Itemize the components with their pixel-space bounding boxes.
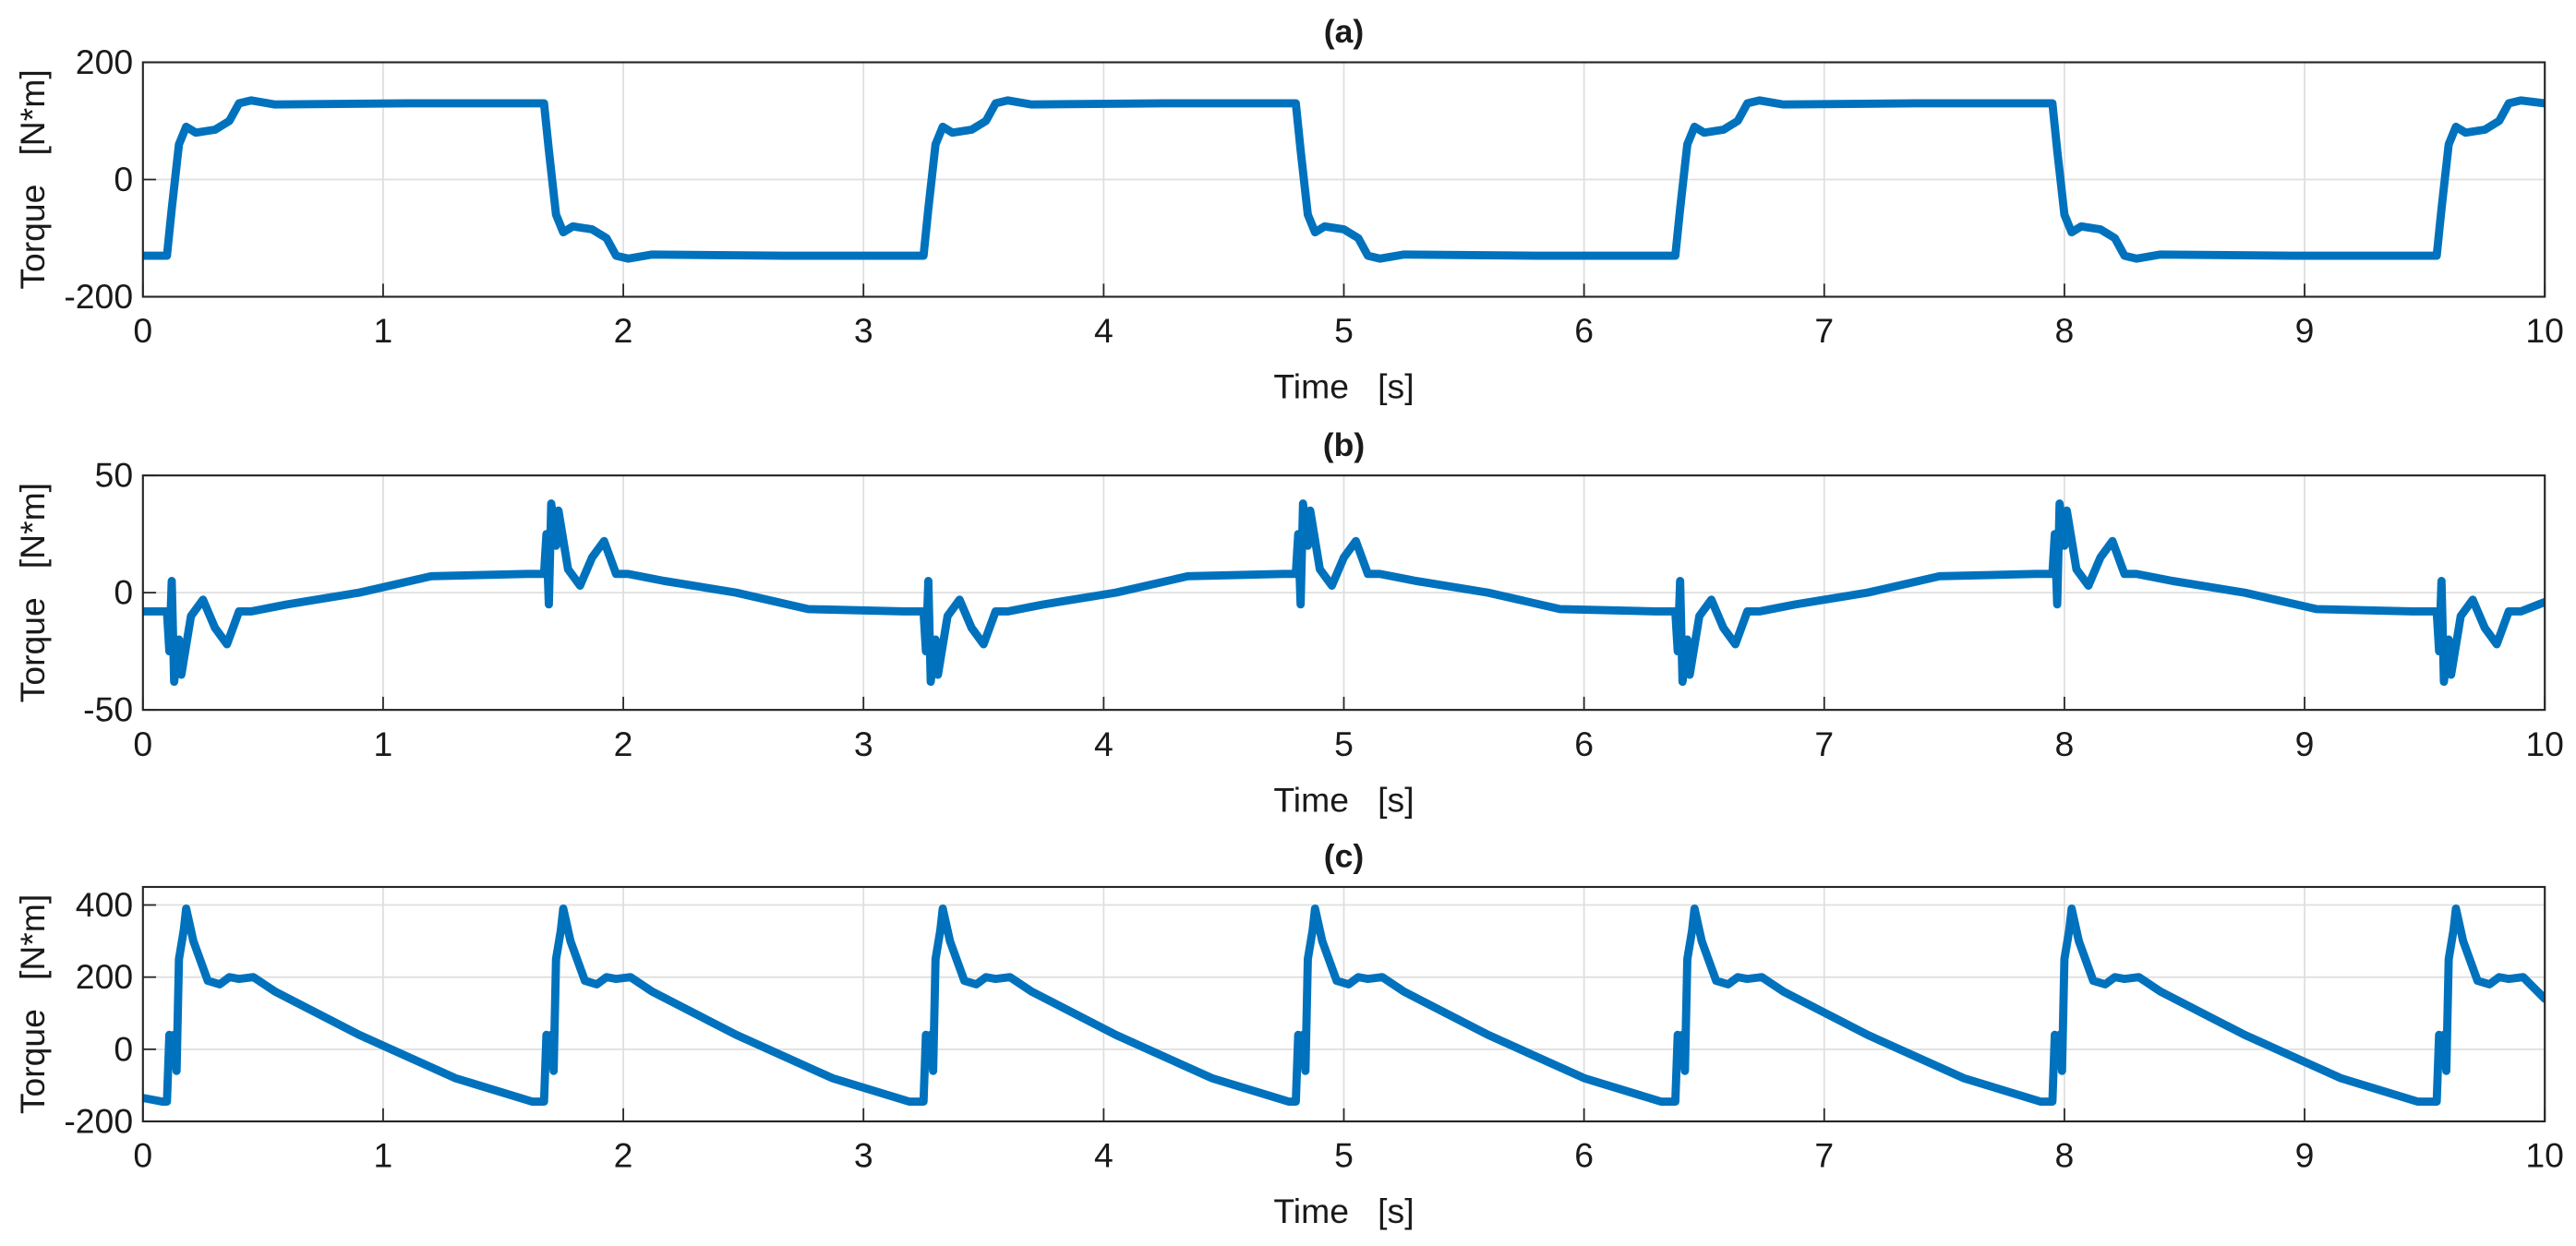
x-tick-label: 1	[374, 311, 393, 350]
x-tick-label: 2	[614, 1136, 633, 1175]
axes-box	[141, 61, 2546, 298]
x-tick-label: 1	[374, 1136, 393, 1175]
x-tick-label: 9	[2295, 311, 2315, 350]
y-tick-label: -200	[64, 1101, 133, 1140]
x-tick-label: 4	[1094, 725, 1113, 763]
chart-title: (a)	[1324, 13, 1364, 50]
y-tick-label: -200	[64, 277, 133, 316]
y-tick-label: 200	[76, 957, 133, 996]
y-tick-label: -50	[83, 690, 133, 729]
y-tick-label: 50	[95, 456, 134, 495]
x-tick-label: 5	[1334, 311, 1354, 350]
y-tick-label: 400	[76, 885, 133, 924]
data-line	[142, 96, 2546, 263]
x-tick-label: 10	[2525, 311, 2564, 350]
x-axis-label: Time [s]	[1273, 780, 1414, 819]
x-tick-label: 9	[2295, 1136, 2315, 1175]
x-tick-label: 5	[1334, 1136, 1354, 1175]
axes-box	[141, 885, 2546, 1123]
x-tick-label: 3	[854, 725, 873, 763]
x-tick-label: 6	[1574, 311, 1594, 350]
x-tick-label: 4	[1094, 311, 1113, 350]
x-tick-label: 9	[2295, 725, 2315, 763]
x-tick-label: 7	[1814, 311, 1834, 350]
x-tick-label: 0	[133, 1136, 152, 1175]
x-tick-label: 7	[1814, 725, 1834, 763]
x-tick-label: 6	[1574, 1136, 1594, 1175]
x-tick-label: 0	[133, 311, 152, 350]
chart-title: (b)	[1323, 426, 1365, 463]
x-tick-label: 7	[1814, 1136, 1834, 1175]
x-tick-label: 3	[854, 1136, 873, 1175]
y-axis-label: Torque [N*m]	[13, 483, 52, 702]
y-axis-label: Torque [N*m]	[13, 894, 52, 1114]
y-tick-label: 0	[114, 160, 133, 198]
x-tick-label: 8	[2055, 311, 2075, 350]
x-axis-label: Time [s]	[1273, 1192, 1414, 1230]
y-tick-label: 0	[114, 1029, 133, 1068]
data-line	[142, 904, 2546, 1106]
x-tick-label: 4	[1094, 1136, 1113, 1175]
x-axis-label: Time [s]	[1273, 367, 1414, 406]
chart-title: (c)	[1324, 838, 1364, 875]
y-tick-label: 0	[114, 573, 133, 612]
axes-box	[141, 474, 2546, 712]
x-tick-label: 8	[2055, 725, 2075, 763]
x-tick-label: 8	[2055, 1136, 2075, 1175]
x-tick-label: 5	[1334, 725, 1354, 763]
x-tick-label: 2	[614, 725, 633, 763]
x-tick-label: 3	[854, 311, 873, 350]
y-tick-label: 200	[76, 42, 133, 81]
x-tick-label: 10	[2525, 725, 2564, 763]
y-axis-label: Torque [N*m]	[13, 69, 52, 289]
x-tick-label: 2	[614, 311, 633, 350]
x-tick-label: 0	[133, 725, 152, 763]
data-line	[142, 499, 2546, 687]
x-tick-label: 1	[374, 725, 393, 763]
x-tick-label: 6	[1574, 725, 1594, 763]
x-tick-label: 10	[2525, 1136, 2564, 1175]
